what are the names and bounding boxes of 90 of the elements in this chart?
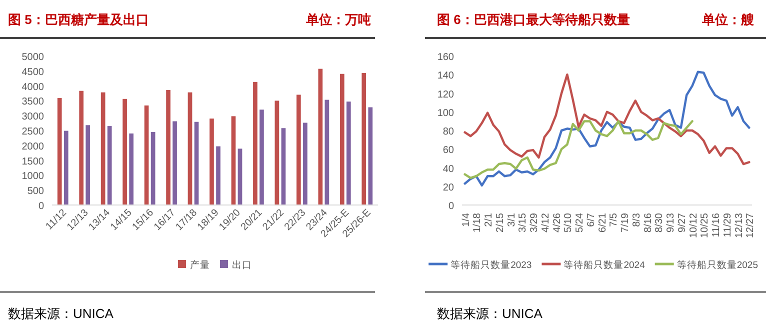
y-tick-label: 140 (437, 70, 454, 82)
bar (150, 132, 156, 205)
bar (144, 105, 149, 205)
y-tick-label: 0 (38, 201, 44, 212)
x-tick-label: 12/13 (734, 212, 745, 238)
bar (340, 74, 344, 205)
legend-label: 等待船只数量2025 (676, 259, 758, 271)
chart-title: 图 6：巴西港口最大等待船只数量 (437, 12, 630, 27)
bar (172, 121, 177, 205)
bar (216, 146, 220, 205)
bar (166, 90, 170, 205)
x-tick-label: 10/25 (700, 212, 711, 238)
bar (194, 122, 199, 205)
x-tick-label: 12/27 (745, 212, 756, 238)
chart-title: 图 5：巴西糖产量及出口 (8, 12, 149, 27)
source-note: 数据来源：UNICA (8, 306, 114, 321)
x-tick-label: 6/7 (586, 212, 597, 227)
y-tick-label: 20 (442, 182, 454, 194)
y-tick-label: 5000 (22, 52, 44, 63)
source-note: 数据来源：UNICA (437, 306, 543, 321)
x-tick-label: 8/3 (631, 212, 642, 227)
x-tick-label: 9/13 (666, 212, 677, 232)
bar (231, 116, 236, 205)
legend-label: 等待船只数量2024 (564, 259, 645, 271)
bar (346, 102, 351, 205)
y-tick-label: 3500 (22, 96, 44, 108)
legend-label: 产量 (190, 259, 210, 271)
bar (296, 94, 301, 205)
line-series (464, 120, 694, 180)
y-tick-label: 80 (442, 126, 454, 138)
bar (368, 107, 373, 205)
bar (238, 148, 242, 205)
x-tick-label: 10/12 (688, 212, 700, 238)
bar (129, 133, 134, 205)
y-tick-label: 500 (27, 186, 44, 198)
bar (100, 92, 106, 205)
y-tick-label: 1000 (22, 171, 44, 182)
x-tick-label: 3/29 (529, 212, 540, 232)
y-tick-label: 120 (437, 89, 454, 100)
x-tick-label: 2/1 (484, 212, 495, 227)
y-tick-label: 60 (442, 145, 454, 156)
line-series (464, 74, 750, 166)
bar (253, 82, 258, 205)
bar (122, 98, 127, 205)
bar (64, 130, 68, 205)
x-tick-label: 1/4 (460, 212, 472, 227)
x-tick-label: 4/26 (552, 212, 563, 232)
chart-subtitle: 单位：艘 (701, 12, 754, 27)
x-tick-label: 5/10 (563, 212, 574, 232)
x-tick-label: 6/21 (597, 212, 608, 232)
y-tick-label: 2500 (22, 126, 44, 138)
x-tick-label: 5/24 (574, 212, 586, 232)
bar (107, 126, 112, 205)
chart-subtitle: 单位：万吨 (305, 12, 371, 27)
x-tick-label: 9/27 (676, 212, 688, 232)
x-tick-label: 4/12 (540, 212, 552, 232)
x-tick-label: 11/29 (722, 212, 734, 238)
x-tick-label: 1/18 (472, 212, 484, 232)
x-tick-label: 2/15 (494, 212, 506, 232)
y-tick-label: 40 (442, 164, 454, 175)
x-tick-label: 7/5 (608, 212, 620, 227)
y-tick-label: 1500 (22, 156, 44, 168)
y-tick-label: 2000 (22, 141, 44, 152)
bar (318, 68, 323, 205)
bar (281, 128, 286, 205)
legend-label: 等待船只数量2023 (450, 259, 532, 271)
bar (79, 90, 84, 205)
x-tick-label: 7/19 (620, 212, 632, 232)
x-tick-label: 3/1 (506, 212, 518, 227)
y-tick-label: 160 (437, 52, 454, 63)
bar (210, 118, 214, 205)
x-tick-label: 11/16 (711, 212, 722, 238)
y-tick-label: 4000 (22, 82, 44, 93)
bar (86, 125, 90, 205)
y-tick-label: 100 (437, 108, 454, 119)
x-tick-label: 8/16 (642, 212, 654, 232)
line-series (464, 70, 750, 187)
bar (324, 100, 330, 205)
bar (188, 92, 192, 205)
bar (362, 72, 366, 205)
x-tick-label: 3/15 (518, 212, 529, 232)
bar (260, 110, 264, 205)
legend-label: 出口 (232, 259, 252, 271)
x-tick-label: 8/30 (654, 212, 666, 232)
bar (274, 100, 280, 205)
y-tick-label: 3000 (22, 112, 44, 123)
y-tick-label: 0 (448, 201, 454, 212)
bar (303, 122, 308, 205)
bar (57, 98, 62, 205)
y-tick-label: 4500 (22, 66, 44, 78)
